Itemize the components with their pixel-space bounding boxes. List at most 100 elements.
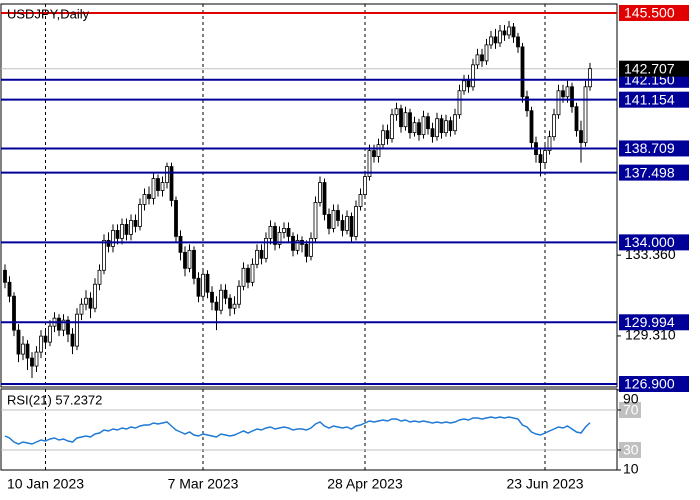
candle-body <box>169 166 174 201</box>
candle-body <box>444 120 448 134</box>
candle-body <box>543 150 547 163</box>
candle-body <box>484 44 489 62</box>
level-label-box <box>619 314 689 331</box>
candle-body <box>133 220 138 227</box>
candle-body <box>457 90 462 116</box>
candle-body <box>354 206 358 237</box>
candle-body <box>349 216 354 237</box>
candle-body <box>367 150 372 177</box>
candle-body <box>556 90 561 116</box>
candle-body <box>547 136 552 152</box>
level-label-box <box>619 91 689 108</box>
candle-body <box>295 239 300 251</box>
candle-body <box>3 269 7 283</box>
candle-body <box>16 329 21 355</box>
candle-body <box>165 166 169 183</box>
candle-body <box>43 335 48 343</box>
candle-body <box>525 96 529 112</box>
candle-body <box>48 325 52 343</box>
y-tick-label: 70 <box>623 402 639 418</box>
candle-body <box>210 291 214 303</box>
candle-body <box>502 30 507 36</box>
candle-body <box>196 277 201 297</box>
candle-body <box>552 114 556 138</box>
candle-body <box>156 178 160 191</box>
candle-body <box>412 122 417 134</box>
level-label: 129.994 <box>624 314 675 330</box>
candle-body <box>417 122 421 136</box>
candle-body <box>264 237 268 259</box>
x-tick-label: 28 Apr 2023 <box>327 476 403 492</box>
candle-body <box>439 118 444 134</box>
candle-body <box>228 297 232 309</box>
candle-body <box>574 106 579 132</box>
level-label-box <box>619 234 689 251</box>
y-tick-label: 30 <box>623 442 639 458</box>
candle-body <box>435 118 439 138</box>
candle-body <box>273 226 277 245</box>
candle-body <box>241 267 246 287</box>
candle-body <box>205 273 210 293</box>
candle-body <box>426 116 430 130</box>
candle-body <box>7 281 12 297</box>
y-tick-label: 90 <box>623 391 639 407</box>
candle-body <box>286 228 291 237</box>
y-tick-label: 129.310 <box>625 327 676 343</box>
candle-body <box>313 202 318 239</box>
candle-body <box>61 319 66 331</box>
candle-body <box>381 130 385 146</box>
candle-body <box>12 295 16 331</box>
candle-body <box>327 214 331 229</box>
rsi-panel <box>0 388 618 471</box>
candle-body <box>84 297 88 305</box>
x-tick-label: 7 Mar 2023 <box>168 476 239 492</box>
candle-body <box>75 313 79 347</box>
candle-body <box>174 200 178 237</box>
candle-body <box>471 64 475 88</box>
candle-body <box>246 267 250 283</box>
candle-body <box>147 194 151 199</box>
candle-body <box>255 249 259 265</box>
candle-body <box>309 237 313 257</box>
level-label: 138.709 <box>624 140 675 156</box>
candle-body <box>25 343 30 359</box>
candle-body <box>304 243 309 257</box>
x-tick-label: 10 Jan 2023 <box>7 476 84 492</box>
level-label-box <box>619 4 689 21</box>
candle-body <box>88 297 93 309</box>
candle-body <box>358 194 363 207</box>
candle-body <box>507 26 511 36</box>
candle-body <box>376 144 381 158</box>
level-label: 141.154 <box>624 91 675 107</box>
candle-body <box>394 108 399 116</box>
candle-body <box>30 357 34 367</box>
level-label: 145.500 <box>624 5 675 21</box>
candle-body <box>259 249 264 259</box>
candle-body <box>336 210 340 221</box>
candle-body <box>529 110 534 144</box>
candle-body <box>111 230 115 247</box>
candle-body <box>160 182 165 191</box>
candle-body <box>475 54 480 66</box>
candle-body <box>520 46 525 98</box>
candle-body <box>421 116 426 136</box>
candle-body <box>430 128 435 138</box>
candle-body <box>201 273 205 297</box>
candle-body <box>57 317 61 331</box>
candle-body <box>277 232 282 245</box>
candle-body <box>223 289 228 299</box>
candle-body <box>151 178 156 199</box>
candle-body <box>511 26 516 38</box>
rsi-title: RSI(21) 57.2372 <box>7 392 102 407</box>
level-label: 137.498 <box>624 164 675 180</box>
level-label-box <box>619 376 689 393</box>
candle-body <box>538 154 543 163</box>
candle-body <box>363 176 367 195</box>
candle-body <box>403 112 408 128</box>
candle-body <box>268 226 273 239</box>
candle-body <box>93 283 97 309</box>
candle-body <box>331 210 336 229</box>
candle-body <box>462 80 466 92</box>
